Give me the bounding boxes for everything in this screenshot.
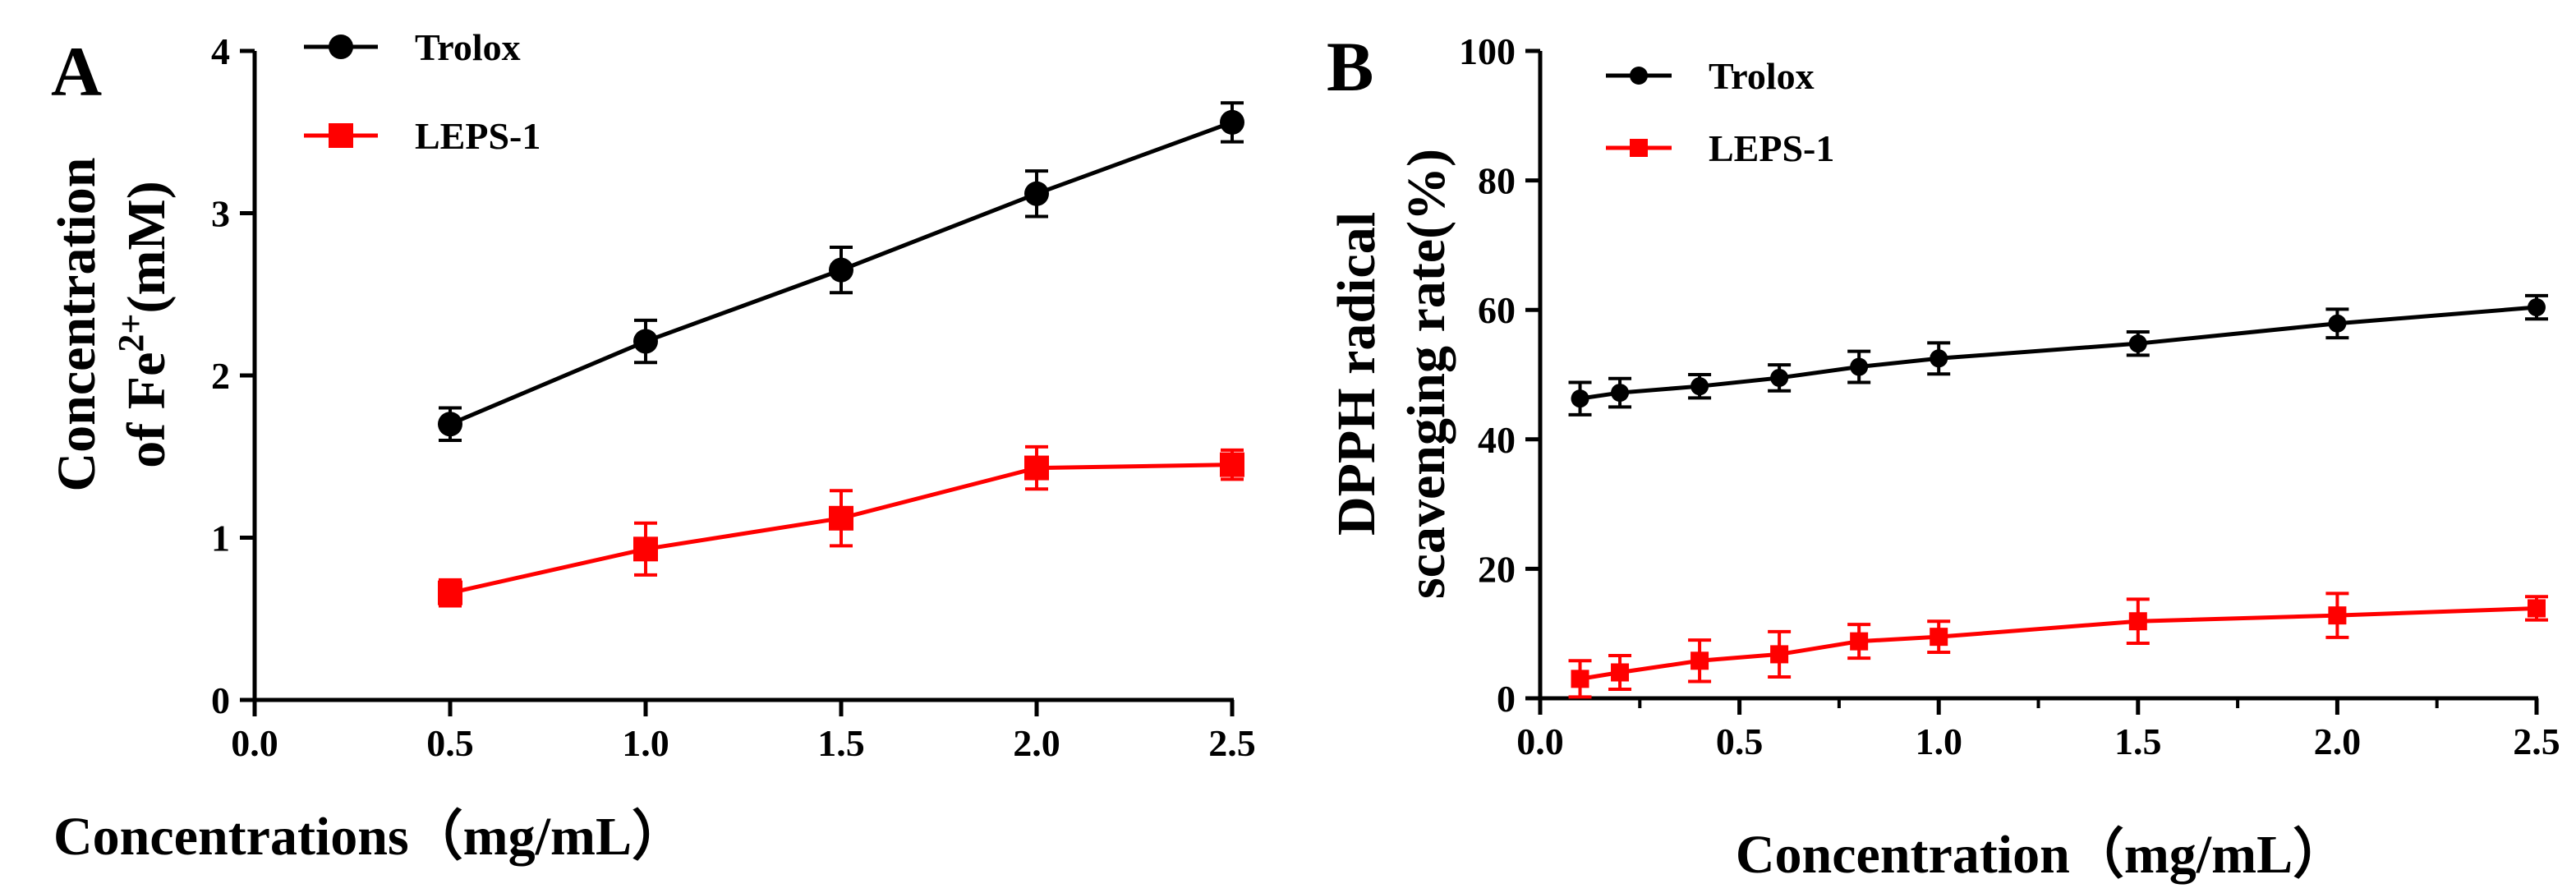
panel-a-leps-1-point	[1220, 452, 1244, 477]
panel-b-legend-trolox-label: Trolox	[1709, 55, 1815, 97]
panel-b-leps-1-point	[2128, 612, 2147, 631]
panel-a-letter: A	[51, 32, 102, 111]
panel-b-trolox-line	[1580, 305, 2537, 401]
panel-b-leps-1-point	[1611, 663, 1630, 682]
panel-b-trolox-point	[2328, 314, 2347, 333]
panel-a-y-tick-label: 1	[211, 518, 230, 559]
panel-b-x-tick-label: 1.5	[2114, 720, 2162, 762]
panel-b-plot: 0 20 40 60 80 100 0.0 0.5 1.0 1.5 2.0 2.5 Trolox LEPS…	[1459, 30, 2560, 762]
panel-b-leps-1-line	[1580, 605, 2537, 681]
panel-b-trolox-point	[1850, 357, 1869, 376]
panel-b-legend-trolox-marker	[1630, 67, 1648, 85]
panel-b-y-tick-label: 0	[1497, 678, 1516, 720]
panel-a-y-tick-label: 4	[211, 30, 230, 72]
panel-a-y-tick-label: 2	[211, 355, 230, 397]
panel-a-legend-leps-1-label: LEPS-1	[415, 115, 540, 157]
panel-b-y-axis-label-line1: DPPH radical	[1327, 212, 1387, 536]
panel-a-plot: 0 1 2 3 4 0.0 0.5 1.0 1.5 2.0 2.5 Trolox LEPS-1	[211, 26, 1256, 764]
panel-a-y-label-unit: (mM)	[117, 181, 177, 313]
panel-a-trolox-point	[829, 257, 853, 283]
panel-b-y-axis-label-line2: scavenging rate(%)	[1396, 149, 1456, 599]
panel-a-leps-1-point	[829, 505, 853, 531]
panel-b-leps-1-point	[1850, 632, 1869, 651]
panel-b-y-tick-label: 20	[1478, 548, 1516, 590]
panel-a-y-axis-label-line2: of Fe2+(mM)	[111, 181, 177, 467]
panel-b-trolox-point	[1690, 377, 1709, 396]
panel-b-leps-1-point	[2528, 599, 2546, 618]
panel-a-y-tick-label: 0	[211, 679, 230, 721]
panel-a-leps-1-point	[438, 580, 462, 605]
panel-b-trolox-point	[1571, 389, 1589, 408]
panel-a-x-tick-label: 0.5	[426, 722, 474, 764]
panel-a-y-axis-label-line1: Concentration	[47, 158, 107, 492]
panel-b-y-tick-label: 60	[1478, 289, 1516, 331]
panel-b-leps-1-point	[2328, 606, 2347, 625]
panel-b-x-tick-label: 2.5	[2513, 720, 2560, 762]
panel-a-trolox-point	[1220, 109, 1244, 135]
panel-b-legend-leps-1-label: LEPS-1	[1709, 127, 1834, 169]
panel-b-x-tick-label: 0.5	[1716, 720, 1764, 762]
panel-b-trolox-point	[2528, 298, 2546, 317]
panel-b-trolox-point	[1770, 368, 1789, 387]
panel-a-trolox-point	[1024, 181, 1049, 206]
panel-b-letter: B	[1327, 27, 1373, 106]
panel-b-y-tick-label: 100	[1459, 30, 1516, 72]
panel-b-y-tick-label: 40	[1478, 419, 1516, 461]
panel-b-legend-leps-1-marker	[1630, 139, 1648, 157]
panel-b-x-tick-label: 1.0	[1915, 720, 1962, 762]
panel-b-x-axis-label: Concentration（mg/mL）	[1736, 824, 2347, 885]
panel-b-leps-1-point	[1930, 628, 1948, 647]
panel-a-x-tick-label: 1.5	[817, 722, 865, 764]
panel-a-trolox-point	[438, 412, 462, 437]
panel-a-x-tick-label: 1.0	[622, 722, 669, 764]
panel-a-trolox-point	[633, 329, 658, 354]
panel-a-x-tick-label: 2.5	[1208, 722, 1256, 764]
panel-a-x-axis-label: Concentrations（mg/mL）	[53, 806, 686, 867]
panel-b-leps-1-point	[1770, 645, 1789, 664]
panel-a-leps-1-point	[1024, 455, 1049, 481]
panel-a-y-tick-label: 3	[211, 193, 230, 235]
panel-a-legend-trolox-marker	[329, 35, 353, 59]
panel-b-x-tick-label: 0.0	[1516, 720, 1564, 762]
panel-a-x-tick-label: 2.0	[1013, 722, 1060, 764]
panel-b-y-tick-label: 80	[1478, 160, 1516, 202]
panel-b-x-tick-label: 2.0	[2314, 720, 2362, 762]
panel-a-leps-1-point	[633, 536, 658, 562]
panel-b-leps-1-point	[1571, 670, 1589, 688]
panel-a-x-tick-label: 0.0	[231, 722, 278, 764]
panel-b-trolox-point	[1930, 349, 1948, 368]
panel-a-legend-trolox-label: Trolox	[415, 26, 521, 68]
panel-a-y-label-fe: of Fe	[117, 352, 177, 468]
panel-b-trolox-point	[2128, 334, 2147, 353]
panel-a-legend-leps-1-marker	[329, 123, 353, 148]
panel-a-y-label-superscript: 2+	[111, 314, 151, 352]
panel-b-trolox-point	[1611, 384, 1630, 403]
panel-b-leps-1-point	[1690, 651, 1709, 670]
